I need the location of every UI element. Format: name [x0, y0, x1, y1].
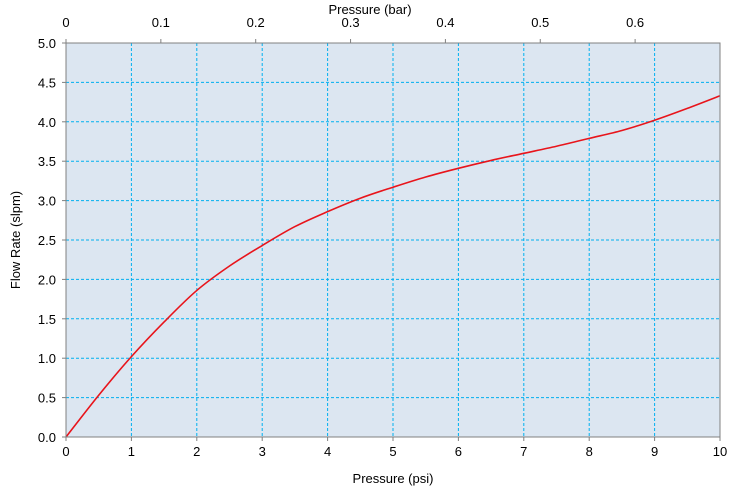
x2-tick-label: 0.3 — [342, 15, 360, 30]
y-tick-label: 3.0 — [38, 194, 56, 209]
flow-rate-line — [65, 95, 721, 438]
y-tick-label: 0.0 — [38, 430, 56, 445]
x-tick-label: 2 — [193, 444, 200, 459]
series-layer — [65, 95, 721, 438]
x-tick-label: 1 — [128, 444, 135, 459]
x2-tick-label: 0.4 — [436, 15, 454, 30]
tick-labels: 0 1 2 3 4 5 6 7 8 9 10 0.0 0.5 1.0 1.5 2.0 2.5 3.0 3.5 4.0 4… — [38, 15, 727, 459]
y-tick-label: 4.5 — [38, 75, 56, 90]
x-tick-label: 0 — [62, 444, 69, 459]
y-tick-label: 0.5 — [38, 391, 56, 406]
grid — [66, 43, 720, 437]
x2-tick-label: 0.2 — [247, 15, 265, 30]
x-tick-label: 7 — [520, 444, 527, 459]
x-tick-label: 4 — [324, 444, 331, 459]
y-tick-label: 3.5 — [38, 154, 56, 169]
x2-tick-label: 0.6 — [626, 15, 644, 30]
y-tick-label: 4.0 — [38, 115, 56, 130]
x-tick-label: 5 — [389, 444, 396, 459]
x-tick-label: 6 — [455, 444, 462, 459]
y-axis-title: Flow Rate (slpm) — [8, 191, 23, 289]
y-tick-label: 5.0 — [38, 36, 56, 51]
y-tick-label: 1.5 — [38, 312, 56, 327]
axes — [62, 39, 721, 441]
plot-frame — [65, 42, 721, 438]
x-axis-title: Pressure (psi) — [353, 471, 434, 486]
x2-tick-label: 0.5 — [531, 15, 549, 30]
y-tick-label: 2.0 — [38, 272, 56, 287]
x2-tick-label: 0 — [62, 15, 69, 30]
y-tick-label: 1.0 — [38, 351, 56, 366]
x-tick-label: 8 — [586, 444, 593, 459]
x2-axis-title: Pressure (bar) — [328, 2, 411, 17]
x-tick-label: 3 — [259, 444, 266, 459]
x-tick-label: 9 — [651, 444, 658, 459]
x-tick-label: 10 — [713, 444, 727, 459]
y-tick-label: 2.5 — [38, 233, 56, 248]
x2-tick-label: 0.1 — [152, 15, 170, 30]
